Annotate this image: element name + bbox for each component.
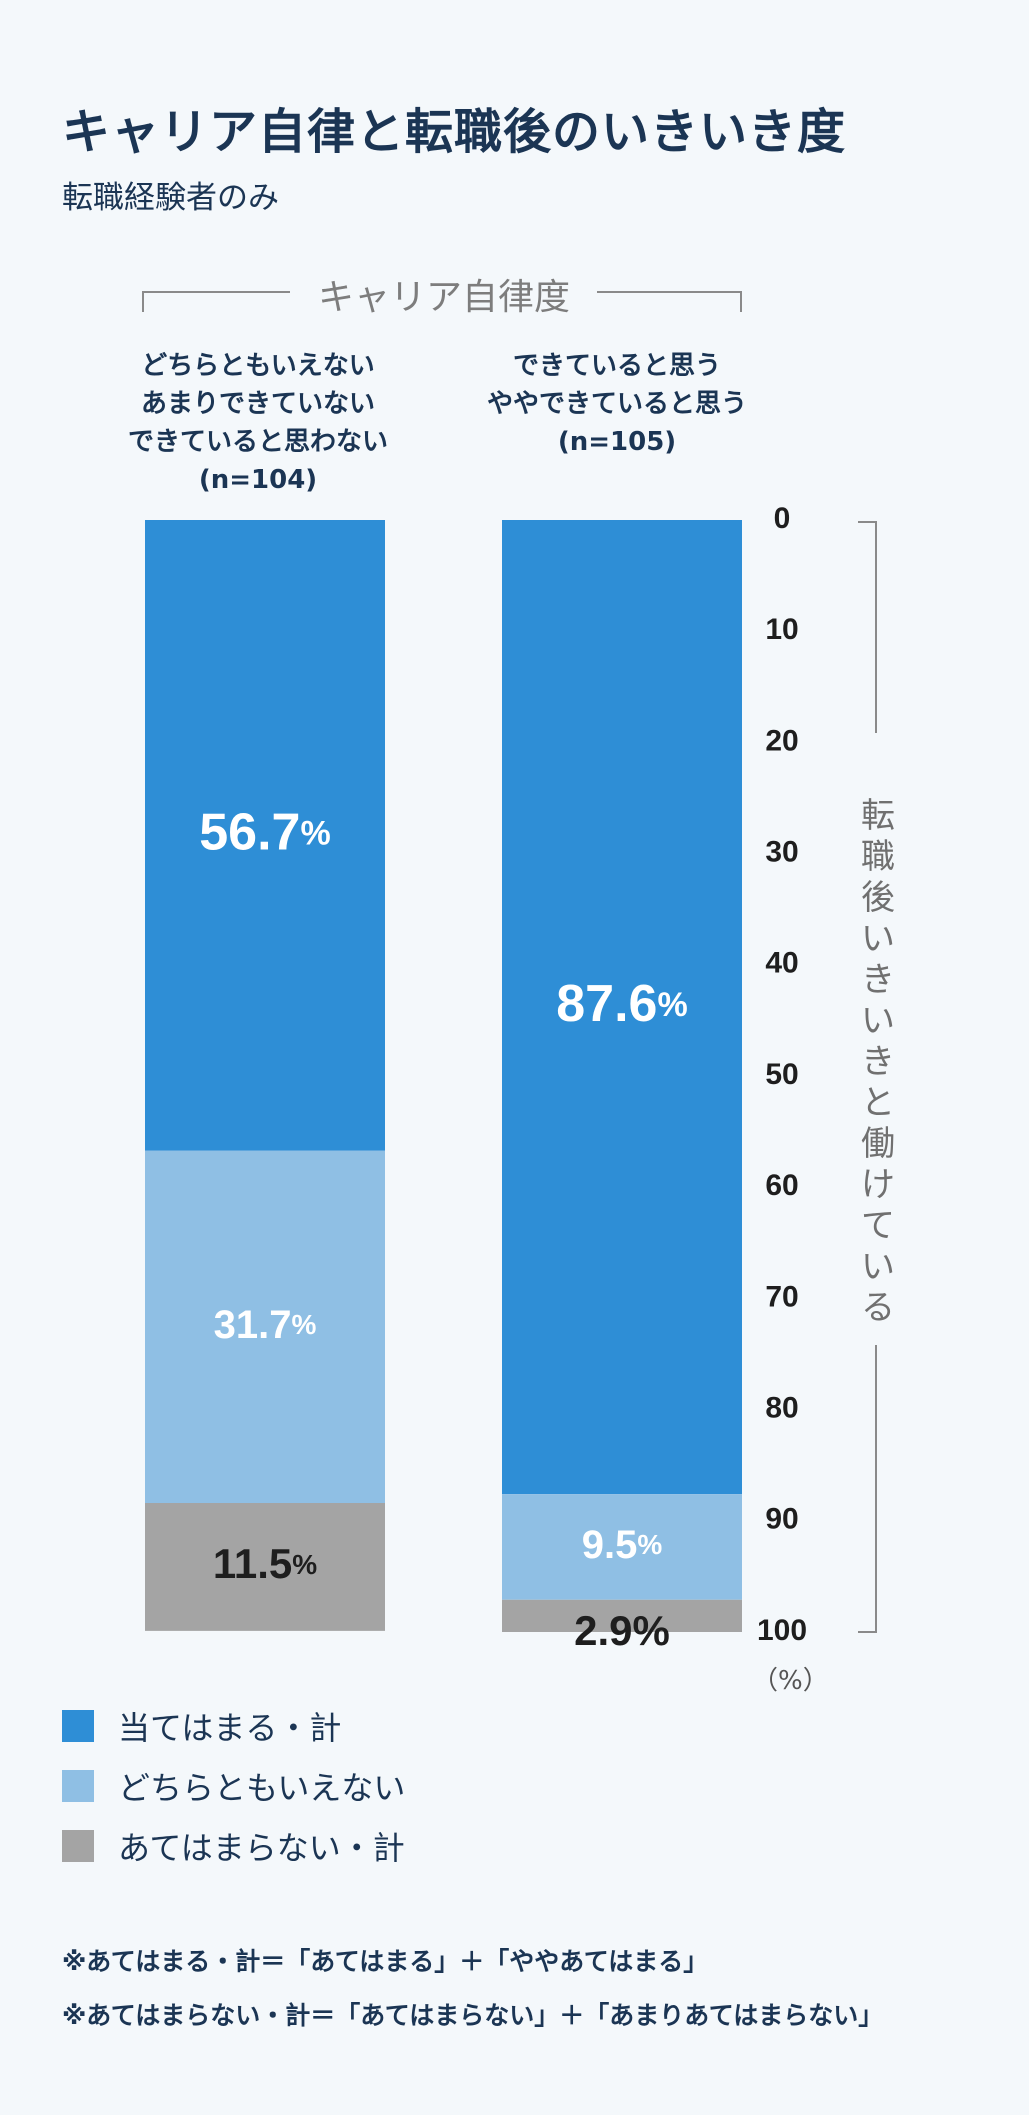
y-tick-label: 10: [765, 613, 798, 646]
axis-title-char: る: [861, 1288, 895, 1328]
axis-title-char: い: [861, 1247, 895, 1287]
axis-title-char: て: [861, 1206, 895, 1246]
y-tick-label: 40: [765, 947, 798, 980]
axis-bracket-bottom: [858, 1345, 877, 1633]
y-tick-label: 80: [765, 1392, 798, 1425]
axis-title-char: き: [861, 960, 895, 1000]
category-label-line: (n=105): [557, 427, 677, 457]
legend-swatch: [62, 1710, 94, 1742]
category-label-low-autonomy: どちらともいえない あまりできていない できていると思わない (n=104): [93, 347, 423, 499]
axis-title-char: 転: [861, 796, 895, 836]
category-label-line: あまりできていない: [140, 389, 375, 419]
category-label-high-autonomy: できていると思う ややできていると思う (n=105): [452, 347, 782, 461]
category-label-line: どちらともいえない: [141, 351, 375, 381]
chart-title: キャリア自律と転職後のいきいき度: [62, 104, 847, 160]
legend-label: あてはまらない・計: [118, 1829, 405, 1867]
bar-segment: [145, 1150, 385, 1504]
axis-title-char: い: [861, 919, 895, 959]
axis-title-char: 働: [861, 1124, 895, 1164]
chart-subtitle: 転職経験者のみ: [62, 180, 279, 216]
legend-label: 当てはまる・計: [118, 1709, 342, 1747]
category-label-line: できていると思わない: [127, 427, 388, 457]
axis-title-char: と: [861, 1083, 895, 1123]
category-label-line: できていると思う: [512, 351, 721, 381]
y-tick-label: 60: [765, 1169, 798, 1202]
bar-value-label: 87.6%: [556, 975, 687, 1033]
axis-title-char: き: [861, 1042, 895, 1082]
axis-title-char: 職: [861, 837, 895, 877]
y-tick-label: 20: [765, 724, 798, 757]
y-tick-label: 30: [765, 836, 798, 869]
y-tick-label: 50: [765, 1058, 798, 1091]
legend-swatch: [62, 1770, 94, 1802]
axis-title-char: い: [861, 1001, 895, 1041]
bar-value-label: 31.7%: [214, 1302, 317, 1346]
axis-bracket-top: [858, 521, 877, 733]
bar-value-label: 11.5%: [213, 1540, 317, 1587]
bar-segment: [502, 1599, 742, 1632]
axis-title-char: け: [861, 1165, 895, 1205]
bar-segment: [145, 520, 385, 1151]
legend-item: 当てはまる・計: [62, 1706, 342, 1747]
bar-value-label: 9.5%: [582, 1522, 663, 1566]
legend-label: どちらともいえない: [118, 1769, 406, 1807]
y-tick-label: 70: [765, 1280, 798, 1313]
footnote-fits: ※あてはまる・計＝「あてはまる」＋「ややあてはまる」: [62, 1947, 709, 1976]
axis-unit: （%）: [752, 1666, 829, 1696]
stacked-bar-chart: 56.7% 31.7% 11.5% 87.6% 9.5% 2.9% 0 10 20 30 40 50 6…: [145, 502, 877, 1654]
bar-segment: [145, 1503, 385, 1631]
category-label-line: (n=104): [198, 465, 318, 495]
legend-swatch: [62, 1830, 94, 1862]
axis-title: 転職後いきいきと働けている: [858, 796, 898, 1329]
y-tick-label: 0: [774, 502, 791, 535]
group-label: キャリア自律度: [317, 277, 570, 318]
bar-segment: [502, 520, 742, 1495]
y-tick-label: 100: [757, 1614, 807, 1647]
bar-value-label: 2.9%: [574, 1607, 670, 1654]
category-label-line: ややできていると思う: [486, 389, 747, 419]
legend-item: どちらともいえない: [62, 1766, 406, 1807]
axis-title-char: 後: [861, 878, 895, 918]
y-tick-label: 90: [765, 1503, 798, 1536]
bar-value-label: 56.7%: [199, 803, 330, 861]
legend-item: あてはまらない・計: [62, 1826, 405, 1867]
footnote-not-fit: ※あてはまらない・計＝「あてはまらない」＋「あまりあてはまらない」: [62, 2001, 884, 2030]
group-bracket: [142, 291, 742, 312]
bar-segment: [502, 1494, 742, 1600]
